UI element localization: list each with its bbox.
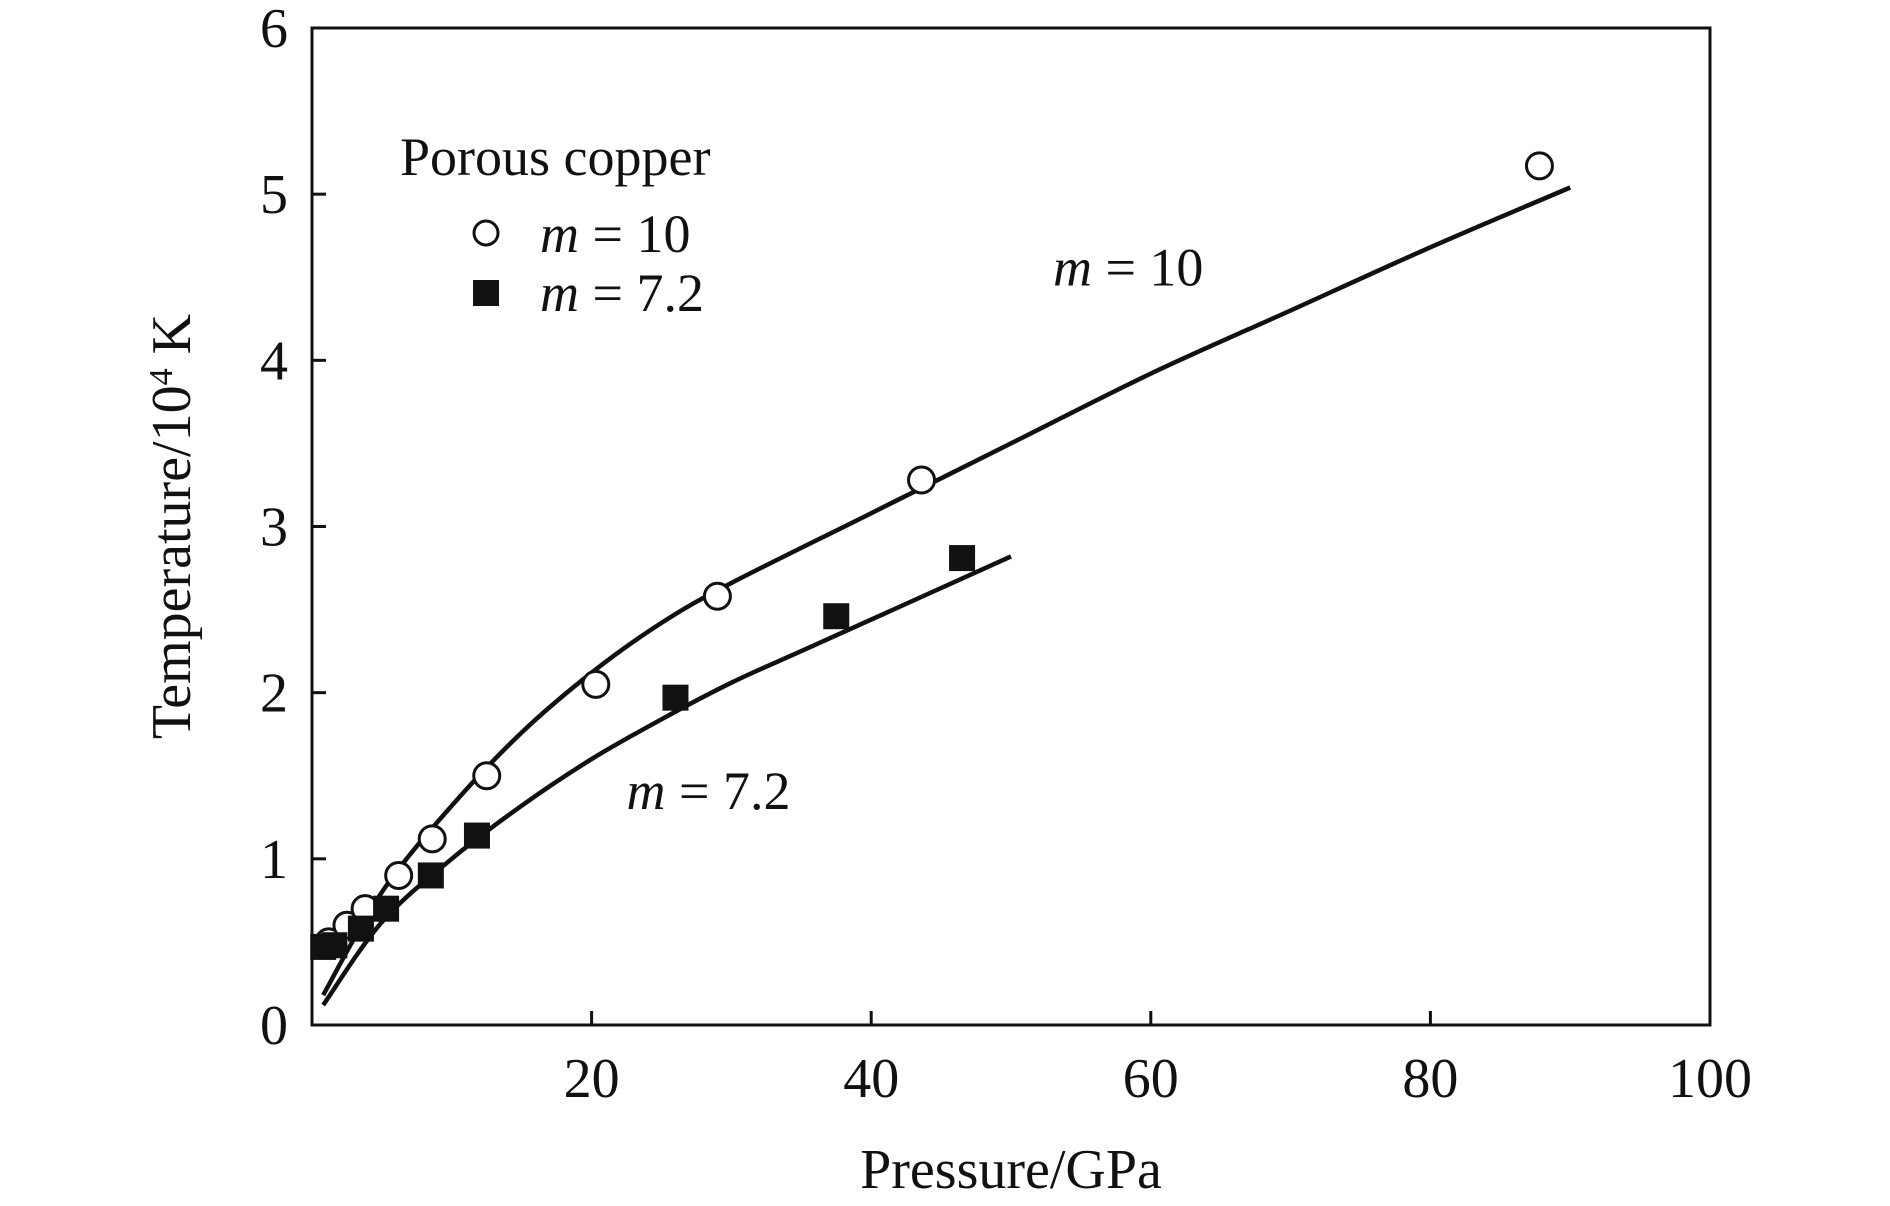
y-tick-label: 6 bbox=[260, 0, 288, 60]
y-axis-title-superscript: 4 bbox=[143, 368, 180, 385]
data-points bbox=[310, 151, 1554, 960]
x-tick-label: 60 bbox=[1123, 1048, 1179, 1110]
fit-curve-m72 bbox=[321, 554, 1012, 1007]
y-tick-label: 3 bbox=[260, 497, 288, 559]
legend-title: Porous copper bbox=[400, 127, 710, 187]
data-point-m72 bbox=[417, 862, 444, 889]
curve-label-m10: m = 10 bbox=[1053, 238, 1203, 298]
data-point-m72 bbox=[949, 545, 976, 572]
fit-curve-m10 bbox=[321, 185, 1572, 997]
x-tick-label: 20 bbox=[564, 1048, 620, 1110]
data-point-m10 bbox=[417, 824, 447, 854]
y-axis-title-main: Temperature/10 bbox=[141, 385, 203, 739]
legend-label-m72: m = 7.2 bbox=[540, 263, 704, 323]
data-point-m72 bbox=[347, 915, 374, 942]
x-axis-title: Pressure/GPa bbox=[860, 1139, 1162, 1201]
legend-marker-filled-square bbox=[473, 280, 499, 306]
y-tick-label: 0 bbox=[260, 995, 288, 1057]
data-point-m72 bbox=[373, 895, 400, 922]
legend-label-m10: m = 10 bbox=[540, 204, 690, 264]
data-point-m10 bbox=[907, 465, 937, 495]
x-tick-label: 100 bbox=[1668, 1048, 1752, 1110]
data-point-m72 bbox=[823, 603, 850, 630]
data-point-m72 bbox=[662, 684, 689, 711]
data-point-m10 bbox=[472, 761, 502, 791]
data-point-m10 bbox=[384, 860, 414, 890]
x-tick-label: 80 bbox=[1402, 1048, 1458, 1110]
legend-marker-open-circle bbox=[472, 219, 500, 247]
y-axis-title: Temperature/104 K bbox=[141, 314, 203, 739]
data-point-m10 bbox=[1524, 151, 1554, 181]
data-point-m72 bbox=[463, 822, 490, 849]
y-axis-title-unit: K bbox=[141, 314, 203, 368]
y-tick-label: 5 bbox=[260, 164, 288, 226]
x-axis-ticks: 20 40 60 80 100 bbox=[564, 1011, 1752, 1110]
legend: Porous copper m = 10 m = 7.2 bbox=[400, 127, 710, 323]
y-tick-label: 4 bbox=[260, 330, 288, 392]
y-tick-label: 2 bbox=[260, 663, 288, 725]
y-tick-label: 1 bbox=[260, 829, 288, 891]
fit-curves bbox=[321, 185, 1572, 1007]
y-axis-ticks: 0 1 2 3 4 5 6 bbox=[260, 0, 326, 1057]
data-point-m72 bbox=[321, 932, 348, 959]
data-point-m10 bbox=[581, 669, 611, 699]
curve-label-m72: m = 7.2 bbox=[627, 761, 791, 821]
x-tick-label: 40 bbox=[843, 1048, 899, 1110]
data-point-m10 bbox=[702, 581, 732, 611]
